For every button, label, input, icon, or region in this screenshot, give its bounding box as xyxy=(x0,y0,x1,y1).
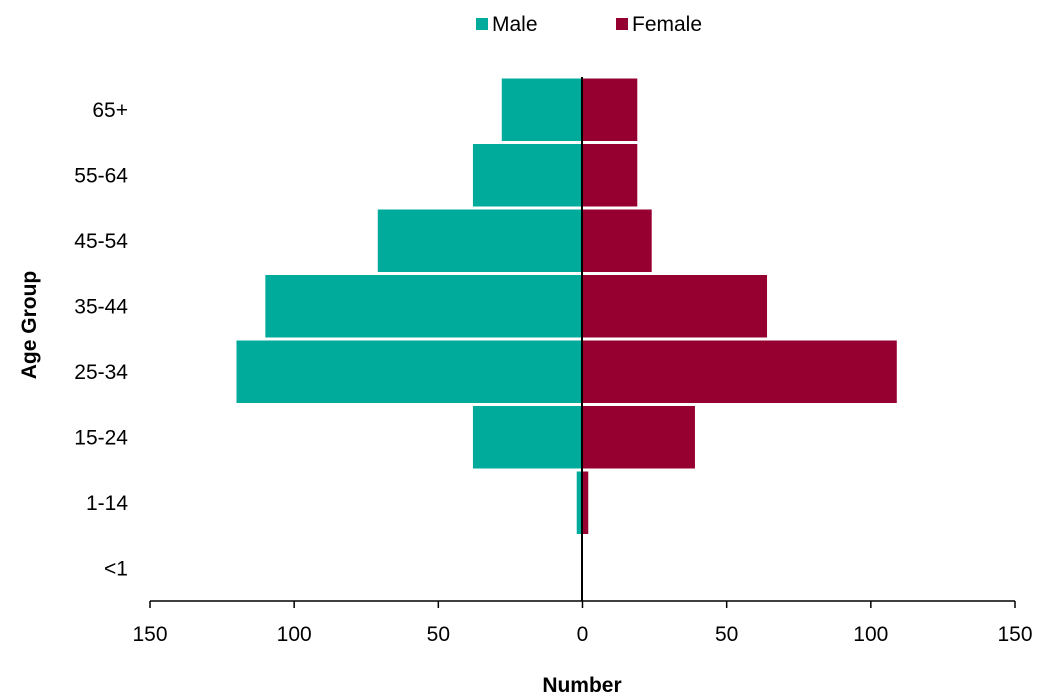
y-tick-label: 25-34 xyxy=(74,361,128,384)
legend-swatch-female xyxy=(616,18,628,30)
bar-male-35-44 xyxy=(265,275,583,338)
x-tick-label: 0 xyxy=(577,623,589,646)
x-tick-label: 150 xyxy=(997,623,1032,646)
y-axis-title: Age Group xyxy=(18,271,41,380)
legend-label-male: Male xyxy=(492,13,538,36)
bar-male-65+ xyxy=(501,78,583,141)
bar-female-25-34 xyxy=(582,340,897,403)
bar-male-45-54 xyxy=(377,209,583,272)
x-axis-ticks: 150 100 50 0 50 100 150 xyxy=(132,601,1033,646)
y-axis-category-labels: <1 1-14 15-24 25-34 35-44 45-54 55-64 65+ xyxy=(74,99,128,581)
bars xyxy=(236,78,897,534)
bar-female-65+ xyxy=(582,78,638,141)
bar-female-15-24 xyxy=(582,406,695,469)
bar-male-15-24 xyxy=(472,406,583,469)
legend-swatch-male xyxy=(476,18,488,30)
y-tick-label: 65+ xyxy=(92,99,128,122)
x-tick-label: 50 xyxy=(715,623,738,646)
x-tick-label: 100 xyxy=(277,623,312,646)
y-tick-label: 55-64 xyxy=(74,164,128,187)
y-tick-label: 15-24 xyxy=(74,426,128,449)
bar-male-1-14 xyxy=(576,471,583,534)
bar-female-45-54 xyxy=(582,209,652,272)
y-tick-label: 35-44 xyxy=(74,295,128,318)
legend: Male Female xyxy=(476,13,702,36)
legend-label-female: Female xyxy=(632,13,702,36)
x-tick-label: 150 xyxy=(132,623,167,646)
bar-male-55-64 xyxy=(472,144,583,207)
y-tick-label: <1 xyxy=(104,557,128,580)
bar-female-35-44 xyxy=(582,275,768,338)
x-tick-label: 50 xyxy=(427,623,450,646)
bar-female-1-14 xyxy=(582,471,589,534)
y-tick-label: 45-54 xyxy=(74,230,128,253)
bar-female-55-64 xyxy=(582,144,638,207)
bar-male-25-34 xyxy=(236,340,583,403)
y-tick-label: 1-14 xyxy=(86,492,128,515)
x-tick-label: 100 xyxy=(853,623,888,646)
x-axis-title: Number xyxy=(542,674,621,697)
